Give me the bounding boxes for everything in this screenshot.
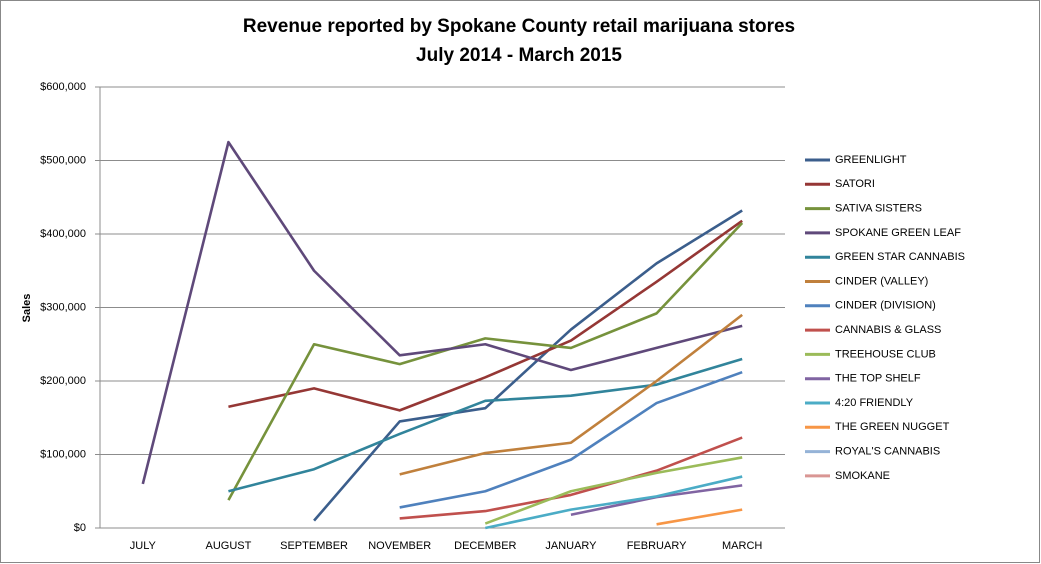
y-tick-label: $600,000 bbox=[40, 81, 86, 93]
series-line bbox=[399, 436, 743, 520]
legend-label: CANNABIS & GLASS bbox=[835, 324, 941, 336]
y-tick-label: $100,000 bbox=[40, 448, 86, 460]
legend-label: CINDER (DIVISION) bbox=[835, 300, 936, 312]
chart-title: Revenue reported by Spokane County retai… bbox=[243, 16, 795, 37]
series-line bbox=[313, 209, 743, 522]
x-tick-label: DECEMBER bbox=[454, 540, 516, 552]
legend-label: SATORI bbox=[835, 178, 875, 190]
series-line bbox=[484, 456, 743, 525]
series-line bbox=[656, 508, 743, 526]
y-tick-label: $0 bbox=[74, 522, 86, 534]
legend-label: THE GREEN NUGGET bbox=[835, 421, 950, 433]
legend-label: 4:20 FRIENDLY bbox=[835, 397, 914, 409]
y-axis-label: Sales bbox=[21, 294, 33, 323]
legend-label: ROYAL'S CANNABIS bbox=[835, 446, 940, 458]
x-tick-label: JANUARY bbox=[545, 540, 597, 552]
series-line bbox=[228, 219, 743, 412]
y-tick-label: $300,000 bbox=[40, 301, 86, 313]
legend-label: SPOKANE GREEN LEAF bbox=[835, 227, 961, 239]
legend-label: CINDER (VALLEY) bbox=[835, 275, 928, 287]
x-tick-label: JULY bbox=[130, 540, 157, 552]
series-line bbox=[485, 475, 743, 530]
y-tick-label: $400,000 bbox=[40, 228, 86, 240]
series-line bbox=[399, 370, 743, 509]
x-tick-label: MARCH bbox=[722, 540, 762, 552]
series-line bbox=[141, 140, 743, 485]
x-tick-label: NOVEMBER bbox=[368, 540, 431, 552]
x-tick-label: AUGUST bbox=[206, 540, 252, 552]
legend-label: TREEHOUSE CLUB bbox=[835, 348, 936, 360]
series-line bbox=[227, 222, 744, 501]
legend-label: THE TOP SHELF bbox=[835, 373, 921, 385]
y-tick-label: $500,000 bbox=[40, 154, 86, 166]
y-tick-label: $200,000 bbox=[40, 375, 86, 387]
series-line bbox=[228, 357, 743, 493]
legend-label: GREEN STAR CANNABIS bbox=[835, 251, 965, 263]
legend-label: SATIVA SISTERS bbox=[835, 203, 922, 215]
series-line bbox=[399, 313, 743, 476]
x-tick-label: FEBRUARY bbox=[627, 540, 687, 552]
x-tick-label: SEPTEMBER bbox=[280, 540, 348, 552]
legend-label: GREENLIGHT bbox=[835, 154, 907, 166]
chart-subtitle: July 2014 - March 2015 bbox=[416, 45, 622, 66]
legend-label: SMOKANE bbox=[835, 470, 890, 482]
